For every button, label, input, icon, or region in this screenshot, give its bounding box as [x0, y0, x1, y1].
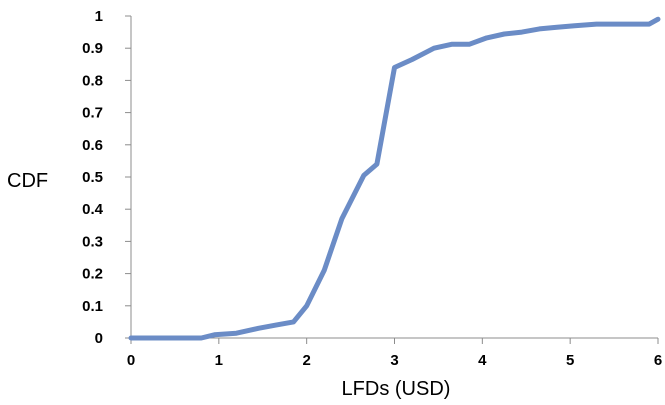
x-tick-label: 6 — [654, 352, 662, 369]
x-tick-label: 2 — [302, 352, 310, 369]
x-tick-label: 1 — [215, 352, 223, 369]
y-tick-label: 0.2 — [82, 266, 103, 283]
x-tick-label: 5 — [566, 352, 574, 369]
series-line — [128, 16, 661, 341]
y-tick-label: 1 — [95, 8, 103, 25]
y-axis-title: CDF — [7, 170, 48, 192]
y-tick-label: 0.8 — [82, 72, 103, 89]
x-tick-label: 3 — [390, 352, 398, 369]
x-tick-label: 4 — [478, 352, 487, 369]
y-tick-label: 0.9 — [82, 40, 103, 57]
axes — [130, 16, 658, 339]
x-axis-title: LFDs (USD) — [342, 378, 451, 400]
y-tick-label: 0.6 — [82, 137, 103, 154]
series-layer — [128, 16, 661, 341]
y-axis-ticks: 0 0.1 0.2 0.3 0.4 0.5 0.6 0.7 0.8 0.9 1 — [82, 8, 131, 347]
y-tick-label: 0.1 — [82, 298, 103, 315]
x-tick-label: 0 — [127, 352, 135, 369]
x-axis-ticks: 0 1 2 3 4 5 6 — [127, 338, 662, 369]
y-tick-label: 0.4 — [82, 201, 104, 218]
y-tick-label: 0.5 — [82, 169, 103, 186]
y-tick-label: 0.7 — [82, 105, 103, 122]
y-tick-label: 0 — [95, 330, 103, 347]
y-tick-label: 0.3 — [82, 233, 103, 250]
